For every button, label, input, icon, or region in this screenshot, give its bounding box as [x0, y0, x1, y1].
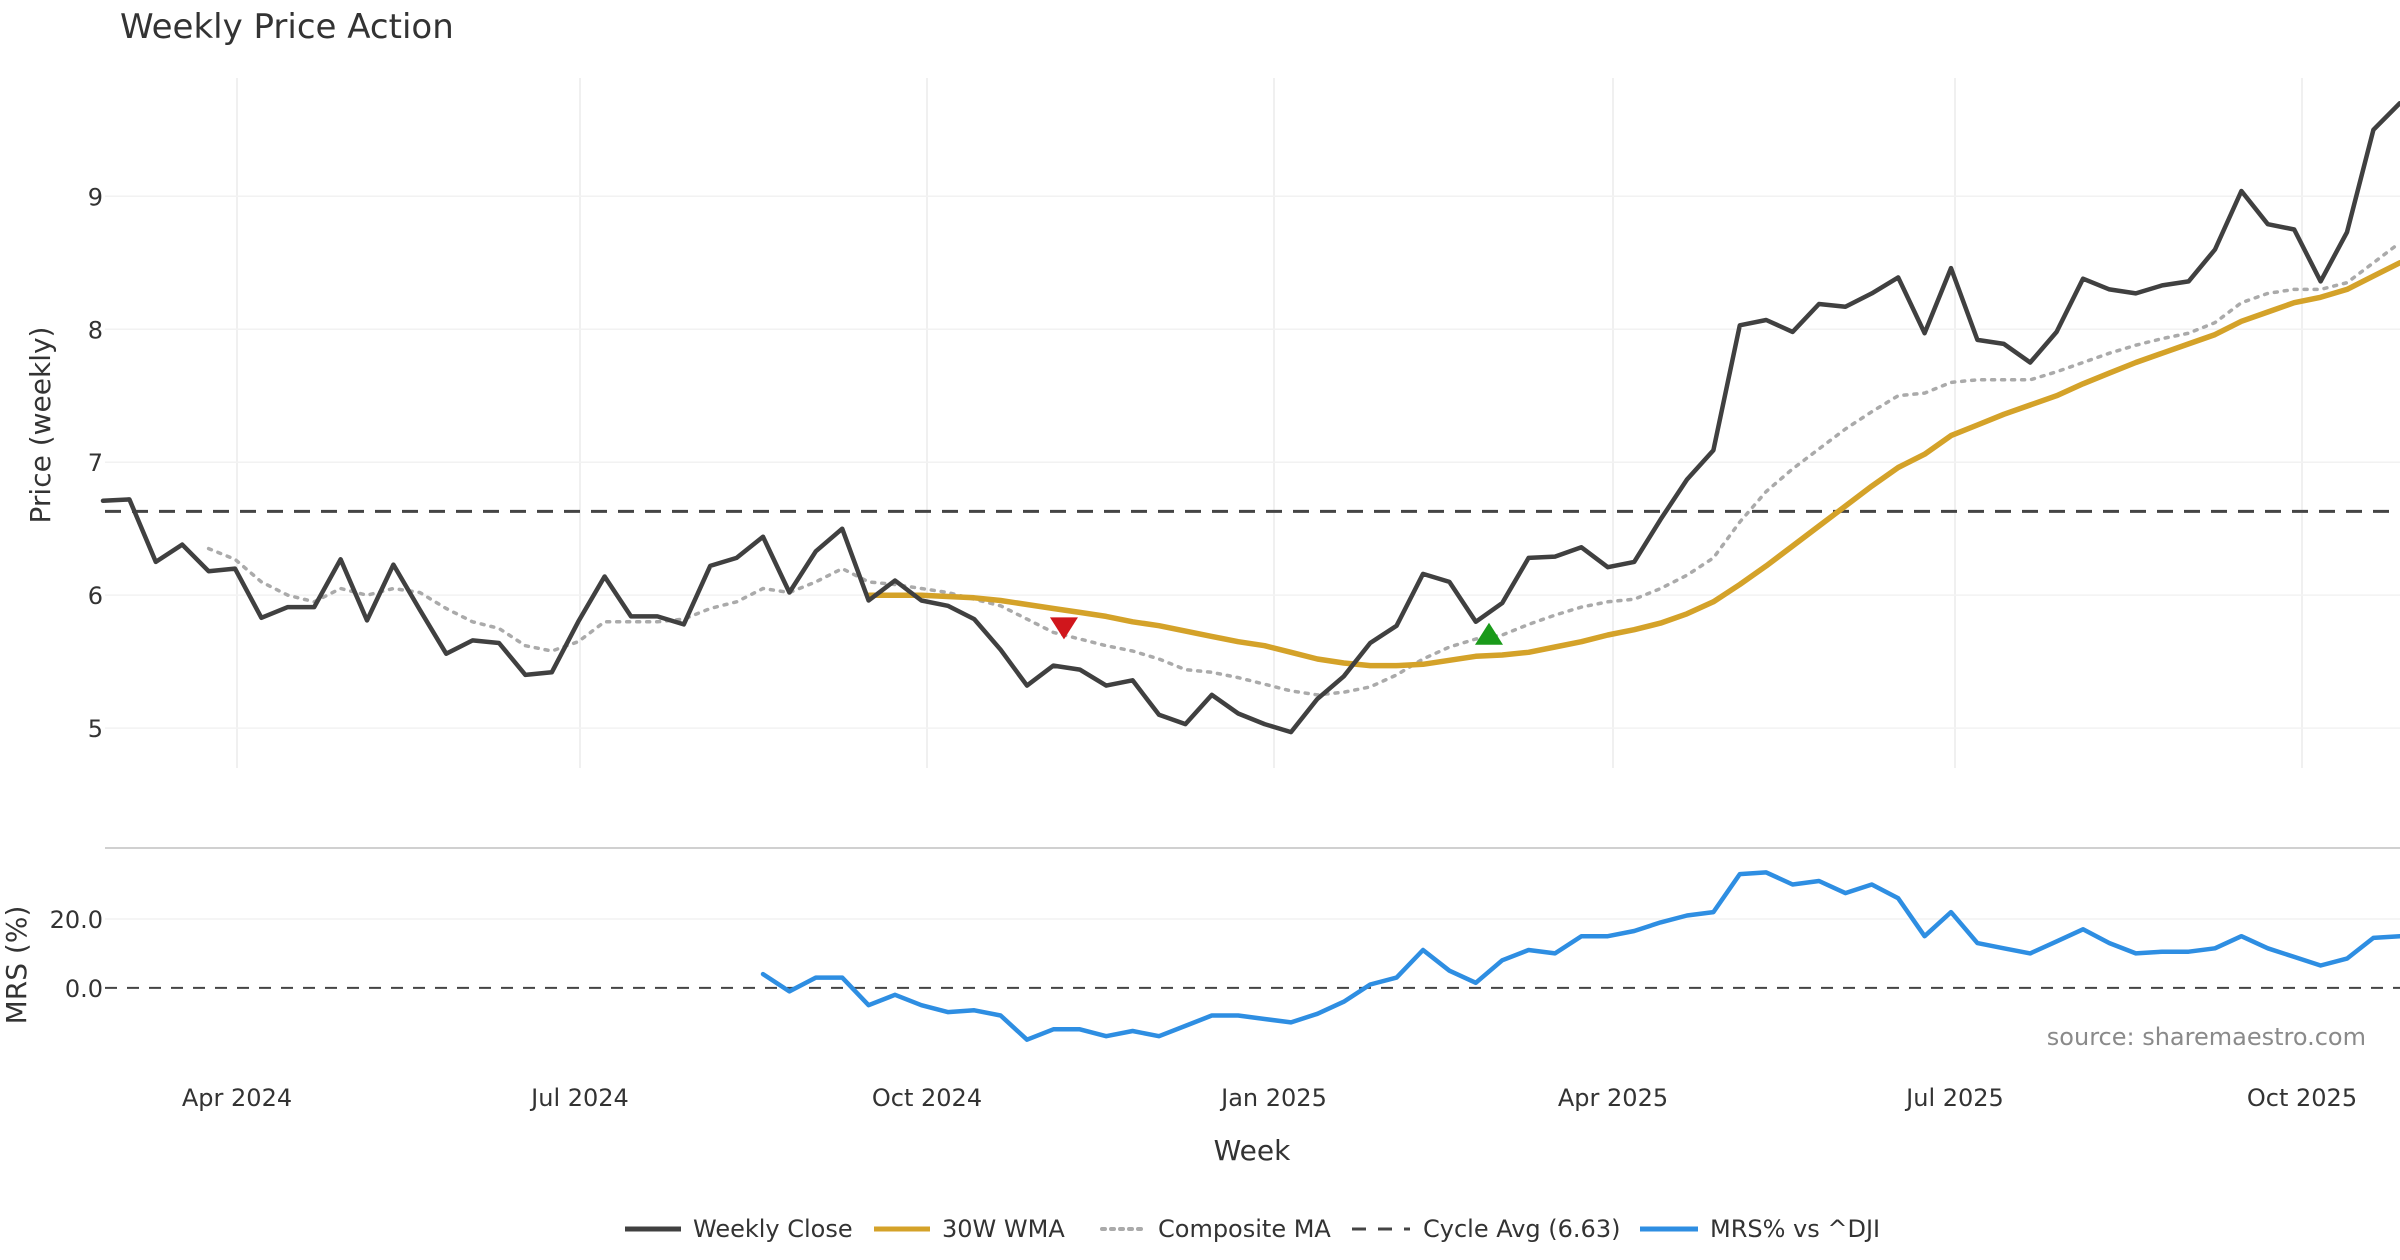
x-axis-label: Week [1214, 1134, 1291, 1167]
series-line-mrs-vs-dji [760, 870, 2400, 1042]
series-line-weekly-close [100, 100, 2400, 735]
x-tick-label: Jan 2025 [1219, 1084, 1327, 1112]
legend-label-30w-wma: 30W WMA [942, 1215, 1065, 1243]
legend-label-mrs: MRS% vs ^DJI [1710, 1215, 1880, 1243]
series-line-30w-wma [865, 260, 2400, 669]
price-y-tick-label: 5 [88, 715, 103, 743]
legend-label-cycle-avg: Cycle Avg (6.63) [1423, 1215, 1620, 1243]
series-line-composite-ma [206, 241, 2400, 697]
mrs-y-tick-label: 0.0 [65, 975, 103, 1003]
x-tick-label: Jul 2024 [529, 1084, 629, 1112]
legend-label-composite-ma: Composite MA [1158, 1215, 1331, 1243]
price-y-tick-label: 6 [88, 582, 103, 610]
price-y-tick-label: 8 [88, 316, 103, 344]
legend-label-weekly-close: Weekly Close [693, 1215, 853, 1243]
x-tick-label: Apr 2024 [182, 1084, 292, 1112]
x-tick-label: Jul 2025 [1904, 1084, 2004, 1112]
price-y-axis-label: Price (weekly) [24, 327, 57, 524]
source-note: source: sharemaestro.com [2047, 1023, 2366, 1051]
mrs-y-axis-label: MRS (%) [0, 906, 33, 1025]
buy-signal-marker [1475, 622, 1503, 645]
price-y-tick-label: 9 [88, 183, 103, 211]
x-tick-label: Apr 2025 [1558, 1084, 1668, 1112]
price-y-tick-label: 7 [88, 449, 103, 477]
mrs-y-tick-label: 20.0 [50, 906, 103, 934]
legend: Weekly Close 30W WMA Composite MA Cycle … [625, 1215, 1880, 1243]
sell-signal-marker [1049, 617, 1078, 640]
x-tick-label: Oct 2025 [2247, 1084, 2357, 1112]
x-tick-label: Oct 2024 [872, 1084, 982, 1112]
price-gridlines [105, 78, 2400, 768]
chart-title: Weekly Price Action [120, 7, 454, 47]
